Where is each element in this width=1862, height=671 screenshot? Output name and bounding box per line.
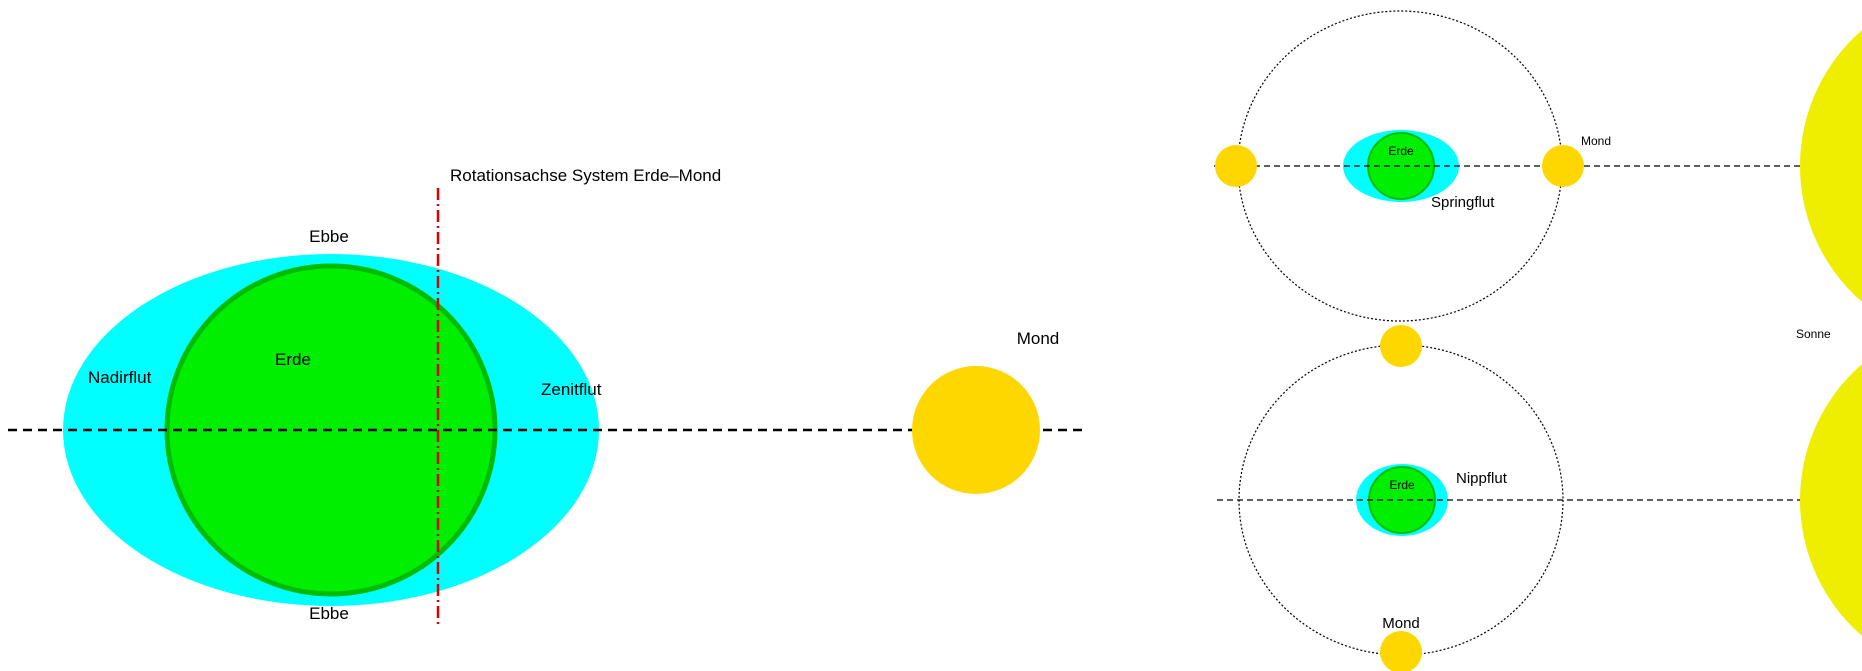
ebbe-bottom-label: Ebbe: [309, 604, 349, 623]
moon-label: Mond: [1017, 329, 1060, 348]
neap-earth-label: Erde: [1389, 478, 1415, 492]
sun-disc-bottom: [1800, 364, 1862, 636]
sun-label: Sonne: [1796, 327, 1831, 341]
neap-moon-label: Mond: [1382, 615, 1420, 632]
springflut-label: Springflut: [1431, 194, 1495, 211]
nadirflut-label: Nadirflut: [88, 368, 152, 387]
earth-label: Erde: [275, 350, 311, 369]
sun-group: Sonne: [1796, 30, 1862, 636]
spring-tide-diagram: Erde Mond Springflut: [1214, 10, 1862, 322]
sun-disc-top: [1800, 30, 1862, 302]
moon-disc: [912, 366, 1040, 494]
neap-moon-bottom: [1380, 631, 1422, 671]
zenitflut-label: Zenitflut: [541, 380, 602, 399]
neap-tide-diagram: Erde Mond Nippflut: [1217, 325, 1862, 671]
neap-moon-top: [1380, 325, 1422, 367]
spring-earth-label: Erde: [1388, 144, 1414, 158]
spring-moon-label: Mond: [1581, 134, 1611, 148]
earth-moon-tide-diagram: Rotationsachse System Erde–Mond Ebbe Ebb…: [8, 166, 1082, 625]
spring-moon-right: [1542, 145, 1584, 187]
ebbe-top-label: Ebbe: [309, 227, 349, 246]
spring-moon-left: [1215, 145, 1257, 187]
rotation-axis-label: Rotationsachse System Erde–Mond: [450, 166, 721, 185]
nippflut-label: Nippflut: [1456, 470, 1508, 487]
